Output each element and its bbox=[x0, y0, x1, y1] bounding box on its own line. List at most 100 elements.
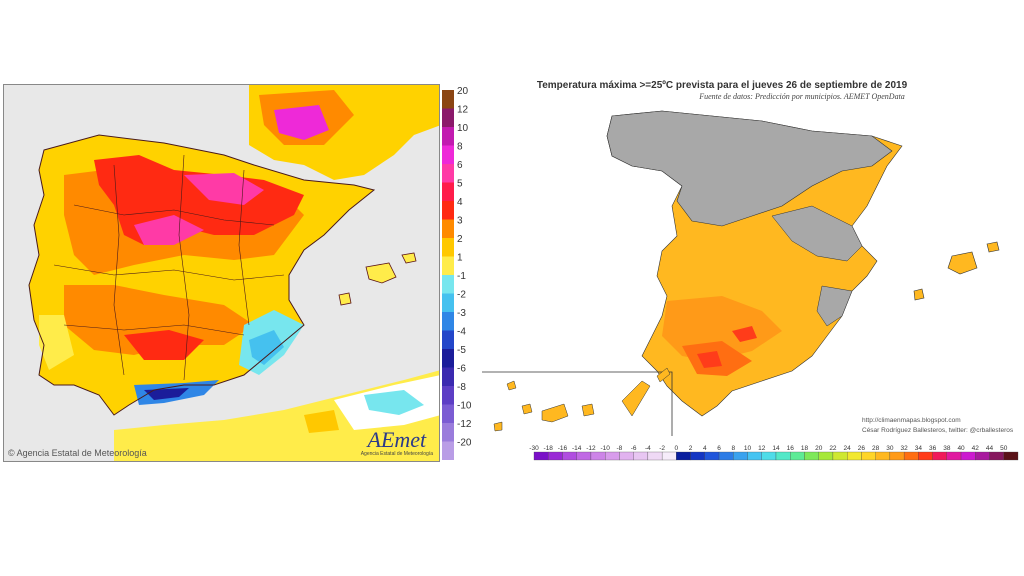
colorbar-swatch bbox=[690, 451, 705, 461]
colorbar-swatch bbox=[533, 451, 549, 461]
scale-swatch bbox=[442, 330, 454, 349]
colorbar-label: -18 bbox=[544, 445, 554, 452]
colorbar-label: 34 bbox=[915, 445, 923, 452]
colorbar-swatch bbox=[704, 451, 720, 461]
map-title: Temperatura máxima >=25ºC prevista para … bbox=[537, 80, 908, 91]
scale-swatch bbox=[442, 145, 454, 164]
scale-label: -3 bbox=[457, 308, 466, 319]
colorbar-swatch bbox=[960, 451, 976, 461]
colorbar-swatch bbox=[619, 451, 634, 461]
blog-url: http://climaenmapas.blogspot.com bbox=[862, 417, 961, 424]
colorbar-swatch bbox=[989, 451, 1004, 461]
scale-swatch bbox=[442, 238, 454, 257]
max-temp-map-svg: Temperatura máxima >=25ºC prevista para … bbox=[482, 80, 1019, 461]
colorbar-swatch bbox=[605, 451, 620, 461]
scale-swatch bbox=[442, 275, 454, 294]
scale-swatch bbox=[442, 386, 454, 405]
colorbar-swatch bbox=[818, 451, 834, 461]
colorbar-swatch bbox=[918, 451, 933, 461]
scale-swatch bbox=[442, 349, 454, 368]
colorbar-label: -12 bbox=[586, 445, 596, 452]
author-credit: César Rodríguez Ballesteros, twitter: @c… bbox=[862, 427, 1014, 434]
colorbar-swatch bbox=[633, 451, 649, 461]
scale-label: 3 bbox=[457, 216, 463, 227]
colorbar-swatch bbox=[661, 451, 677, 461]
colorbar-label: -4 bbox=[645, 445, 651, 452]
colorbar-swatch bbox=[903, 451, 919, 461]
aemet-logo: AEmet Agencia Estatal de Meteorología bbox=[361, 427, 433, 458]
scale-swatch bbox=[442, 404, 454, 423]
colorbar-swatch bbox=[548, 451, 563, 461]
colorbar-swatch bbox=[590, 451, 606, 461]
scale-label: 2 bbox=[457, 234, 463, 245]
colorbar-label: 30 bbox=[886, 445, 894, 452]
aemet-logo-text: AEmet bbox=[367, 427, 427, 452]
scale-swatch bbox=[442, 367, 454, 386]
anomaly-scale: 20 12 10 8 6 5 4 3 2 1 -1 -2 -3 -4 -5 -6 -8 -10 -12 -20 bbox=[440, 84, 480, 462]
colorbar-label: 36 bbox=[929, 445, 937, 452]
scale-label: -2 bbox=[457, 290, 466, 301]
scale-label: -6 bbox=[457, 364, 466, 375]
colorbar-swatch bbox=[946, 451, 962, 461]
scale-label: -1 bbox=[457, 271, 466, 282]
colorbar-label: -14 bbox=[572, 445, 582, 452]
max-temp-map: Temperatura máxima >=25ºC prevista para … bbox=[482, 76, 1022, 466]
colorbar-swatch bbox=[647, 451, 663, 461]
colorbar-label: 26 bbox=[858, 445, 866, 452]
credit-text: Agencia Estatal de Meteorología bbox=[16, 448, 147, 458]
colorbar-label: 10 bbox=[744, 445, 752, 452]
scale-label: 4 bbox=[457, 197, 463, 208]
scale-swatch bbox=[442, 293, 454, 312]
scale-label: 6 bbox=[457, 160, 463, 171]
anomaly-map-svg bbox=[4, 85, 439, 461]
scale-swatch bbox=[442, 256, 454, 275]
scale-swatch bbox=[442, 312, 454, 331]
scale-swatch bbox=[442, 90, 454, 109]
colorbar-label: 6 bbox=[717, 445, 721, 452]
copyright-icon: © bbox=[8, 448, 15, 458]
colorbar-swatch bbox=[775, 451, 791, 461]
scale-swatch bbox=[442, 219, 454, 238]
colorbar-swatch bbox=[718, 451, 734, 461]
colorbar-swatch bbox=[875, 451, 891, 461]
colorbar-swatch bbox=[1003, 451, 1019, 461]
colorbar-label: 28 bbox=[872, 445, 880, 452]
colorbar-label: -2 bbox=[659, 445, 665, 452]
colorbar-label: 4 bbox=[703, 445, 707, 452]
colorbar-label: 14 bbox=[772, 445, 780, 452]
colorbar-label: -30 bbox=[529, 445, 539, 452]
colorbar-label: 38 bbox=[943, 445, 951, 452]
colorbar-label: 0 bbox=[675, 445, 679, 452]
colorbar-label: 40 bbox=[957, 445, 965, 452]
anomaly-scale-svg: 20 12 10 8 6 5 4 3 2 1 -1 -2 -3 -4 -5 -6 -8 -10 -12 -20 bbox=[442, 86, 472, 460]
colorbar-swatch bbox=[847, 451, 862, 461]
colorbar-label: 12 bbox=[758, 445, 766, 452]
colorbar-swatch bbox=[747, 451, 762, 461]
colorbar-label: 18 bbox=[801, 445, 809, 452]
colorbar-swatch bbox=[676, 451, 691, 461]
scale-label: -10 bbox=[457, 401, 472, 412]
scale-swatch bbox=[442, 164, 454, 183]
scale-label: -4 bbox=[457, 327, 466, 338]
scale-label: -20 bbox=[457, 438, 472, 449]
temperature-colorbar: -30 -18 -16 -14 -12 -10 -8 -6 -4 -2 0 2 4 6 8 10 12 14 16 1… bbox=[529, 445, 1019, 461]
scale-label: -5 bbox=[457, 345, 466, 356]
scale-label: -12 bbox=[457, 419, 472, 430]
scale-label: 20 bbox=[457, 86, 469, 97]
colorbar-label: 20 bbox=[815, 445, 823, 452]
colorbar-swatch bbox=[861, 451, 876, 461]
colorbar-swatch bbox=[975, 451, 990, 461]
scale-swatch bbox=[442, 441, 454, 460]
colorbar-swatch bbox=[562, 451, 577, 461]
colorbar-swatch bbox=[576, 451, 592, 461]
colorbar-swatch bbox=[889, 451, 905, 461]
scale-label: 10 bbox=[457, 123, 469, 134]
scale-label: 8 bbox=[457, 142, 463, 153]
colorbar-swatch bbox=[804, 451, 819, 461]
colorbar-label: 50 bbox=[1000, 445, 1008, 452]
scale-label: -8 bbox=[457, 382, 466, 393]
scale-swatch bbox=[442, 201, 454, 220]
colorbar-label: -16 bbox=[558, 445, 568, 452]
colorbar-swatch bbox=[832, 451, 848, 461]
colorbar-label: 24 bbox=[844, 445, 852, 452]
